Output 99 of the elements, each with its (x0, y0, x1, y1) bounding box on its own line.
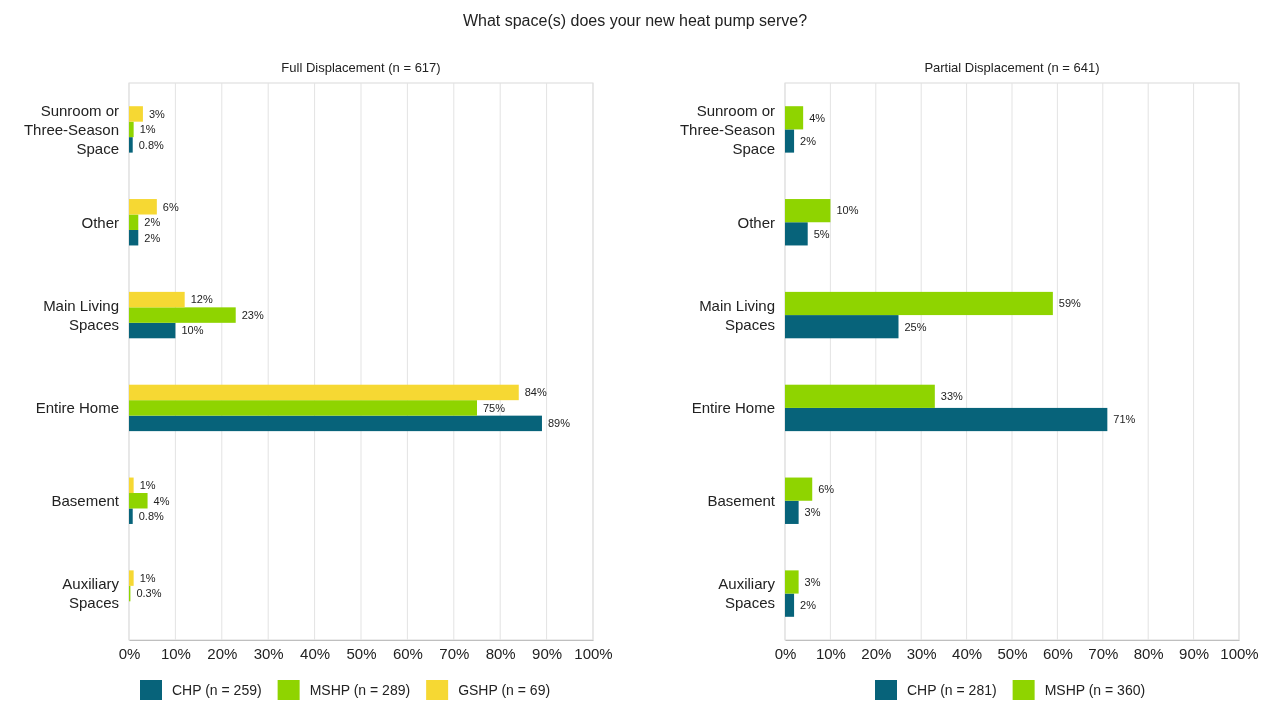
bar (785, 315, 899, 339)
bar (785, 500, 799, 524)
bar (129, 199, 157, 215)
legend-label: MSHP (n = 360) (1044, 681, 1146, 698)
data-label: 59% (1058, 297, 1082, 310)
y-tick-label: Sunroom or Three-Season Space (679, 101, 775, 157)
x-tick-label: 80% (1133, 644, 1164, 662)
y-tick-label: Entire Home (35, 399, 119, 417)
x-tick-label: 0% (118, 644, 141, 662)
data-label: 6% (818, 483, 835, 495)
bar (129, 384, 519, 401)
data-label: 2% (144, 231, 161, 244)
x-tick-label: 70% (439, 644, 470, 662)
bar (129, 307, 236, 323)
bar (129, 477, 134, 494)
data-label: 0.8% (138, 138, 164, 151)
bar (785, 291, 1053, 316)
x-tick-label: 10% (815, 644, 846, 662)
x-tick-label: 50% (346, 644, 377, 662)
x-tick-label: 30% (253, 644, 284, 662)
x-tick-label: 60% (392, 644, 423, 662)
y-tick-label: Basement (707, 492, 776, 509)
legend-label: CHP (n = 281) (907, 681, 997, 698)
x-tick-label: 30% (906, 644, 937, 662)
bar (785, 129, 795, 153)
data-label: 71% (1113, 413, 1136, 426)
data-label: 25% (904, 320, 927, 333)
data-label: 3% (804, 575, 821, 588)
x-tick-label: 20% (207, 644, 238, 662)
data-label: 10% (836, 204, 859, 217)
data-label: 84% (524, 386, 547, 399)
y-tick-label: Auxiliary Spaces (62, 575, 120, 612)
data-label: 4% (153, 494, 170, 507)
legend-label: GSHP (n = 69) (458, 681, 551, 698)
data-label: 12% (190, 293, 213, 306)
y-tick-label: Basement (51, 492, 120, 509)
bar (129, 106, 143, 122)
y-tick-label: Entire Home (691, 399, 775, 417)
text: What space(s) does your new heat pump serve? (462, 12, 808, 29)
bar (785, 106, 804, 130)
bar (129, 400, 477, 416)
bar (129, 493, 148, 509)
data-label: 6% (162, 200, 179, 213)
data-label: 2% (800, 599, 817, 612)
x-tick-label: 90% (532, 644, 563, 662)
y-tick-label: Main Living Spaces (699, 296, 775, 333)
data-label: 89% (547, 417, 571, 430)
x-tick-label: 70% (1088, 644, 1119, 662)
x-tick-label: 50% (997, 644, 1028, 662)
bar (129, 570, 134, 586)
bar (129, 214, 139, 230)
bar (785, 407, 1108, 432)
data-label: 1% (139, 123, 156, 136)
chart-subtitle: Partial Displacement (n = 641) (924, 60, 1100, 75)
data-label: 0.3% (136, 587, 162, 600)
x-tick-label: 40% (952, 644, 983, 662)
data-label: 1% (139, 571, 156, 584)
data-label: 75% (483, 401, 506, 414)
bar (129, 508, 133, 524)
bar (129, 137, 133, 153)
bar (129, 415, 542, 432)
bar (785, 384, 935, 408)
x-tick-label: 100% (574, 644, 613, 662)
data-label: 2% (144, 216, 161, 229)
bar (129, 229, 139, 246)
data-label: 10% (181, 324, 204, 337)
y-tick-label: Other (737, 213, 775, 231)
data-label: 33% (940, 390, 964, 403)
bar (129, 322, 176, 339)
legend-label: MSHP (n = 289) (309, 681, 411, 698)
data-label: 0.8% (138, 510, 164, 523)
data-label: 2% (800, 134, 817, 147)
x-tick-label: 100% (1220, 644, 1259, 662)
x-tick-label: 20% (861, 644, 892, 662)
chart-subtitle: Full Displacement (n = 617) (281, 60, 441, 75)
bar (785, 570, 799, 594)
bar (785, 593, 795, 617)
x-tick-label: 80% (485, 644, 516, 662)
y-tick-label: Main Living Spaces (43, 296, 119, 333)
data-label: 23% (241, 308, 264, 321)
data-label: 3% (148, 107, 166, 120)
data-label: 1% (139, 479, 156, 492)
y-tick-label: Auxiliary Spaces (718, 575, 776, 612)
x-tick-label: 0% (774, 644, 797, 662)
x-tick-label: 90% (1179, 644, 1210, 662)
data-label: 5% (813, 227, 830, 240)
bar (785, 222, 808, 246)
data-label: 3% (804, 506, 821, 519)
bar (129, 291, 185, 308)
y-tick-label: Other (81, 213, 119, 231)
bar (785, 477, 813, 501)
data-label: 4% (809, 111, 826, 124)
legend-label: CHP (n = 259) (172, 681, 262, 698)
x-tick-label: 10% (160, 644, 191, 662)
x-tick-label: 60% (1042, 644, 1073, 662)
y-tick-label: Sunroom or Three-Season Space (23, 101, 119, 157)
bar (785, 199, 831, 223)
x-tick-label: 40% (300, 644, 331, 662)
bar (129, 121, 134, 138)
